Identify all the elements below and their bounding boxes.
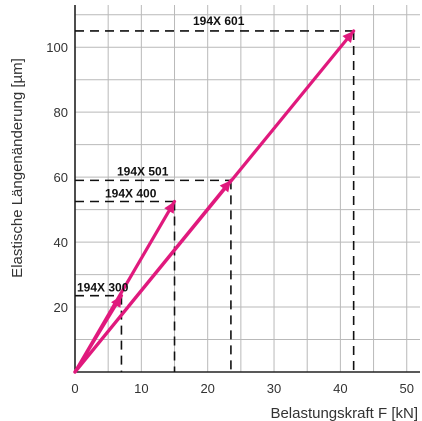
x-axis-label: Belastungskraft F [kN]: [270, 405, 418, 421]
series-arrowhead: [164, 201, 175, 214]
series-label: 194X 501: [117, 164, 169, 178]
series-arrowhead: [342, 30, 354, 43]
x-tick-label: 10: [134, 381, 148, 396]
axes: [74, 5, 420, 373]
grid: [75, 5, 420, 372]
y-tick-label: 20: [54, 300, 68, 315]
y-axis-label: Elastische Längenänderung [µm]: [9, 58, 26, 278]
series-lines: [73, 29, 356, 374]
series-label: 194X 601: [193, 14, 245, 28]
series-line: [73, 29, 356, 374]
guide-lines: [75, 30, 355, 372]
y-tick-label: 60: [54, 170, 68, 185]
x-tick-label: 30: [267, 381, 281, 396]
series-labels: 194X 300 194X 400 194X 501 194X 601: [77, 14, 245, 295]
x-tick-label: 40: [333, 381, 347, 396]
x-tick-label: 20: [200, 381, 214, 396]
tick-labels: 0 10 20 30 40 50 20 40 60 80 100: [46, 40, 414, 396]
series-label: 194X 300: [77, 281, 129, 295]
y-tick-label: 100: [46, 40, 68, 55]
series-line: [73, 199, 177, 374]
x-tick-label: 50: [399, 381, 413, 396]
x-tick-label: 0: [71, 381, 78, 396]
y-tick-label: 80: [54, 105, 68, 120]
series-label: 194X 400: [105, 186, 157, 200]
y-tick-label: 40: [54, 235, 68, 250]
